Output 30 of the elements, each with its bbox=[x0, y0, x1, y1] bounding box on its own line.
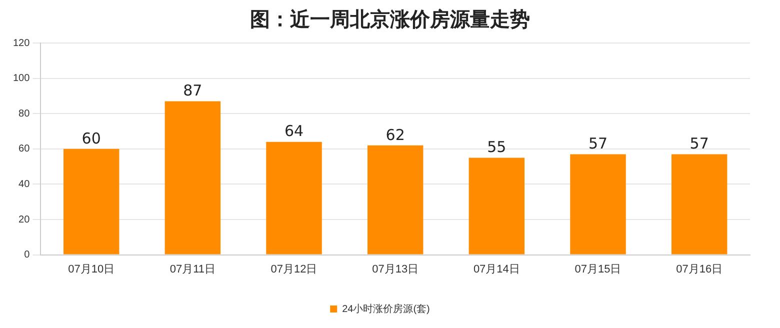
bar bbox=[63, 148, 120, 254]
y-tick-label: 60 bbox=[18, 144, 30, 155]
data-label: 60 bbox=[82, 129, 101, 148]
legend-label: 24小时涨价房源(套) bbox=[342, 302, 430, 315]
x-tick-label: 07月13日 bbox=[372, 263, 419, 276]
x-tick-label: 07月12日 bbox=[270, 263, 318, 276]
data-label: 64 bbox=[284, 122, 304, 140]
y-tick-label: 100 bbox=[12, 73, 30, 84]
x-tick-label: 07月10日 bbox=[68, 263, 115, 276]
y-tick-label: 40 bbox=[18, 178, 30, 190]
data-label: 62 bbox=[386, 126, 405, 144]
y-tick-label: 80 bbox=[18, 108, 30, 120]
y-tick-label: 20 bbox=[18, 214, 30, 226]
bar bbox=[367, 145, 424, 254]
data-label: 55 bbox=[487, 138, 506, 156]
x-tick-label: 07月14日 bbox=[473, 263, 520, 276]
bar bbox=[164, 101, 221, 254]
y-tick-label: 0 bbox=[24, 250, 30, 261]
data-label: 57 bbox=[690, 134, 709, 153]
bar bbox=[671, 154, 728, 254]
bar bbox=[266, 142, 322, 254]
bar bbox=[468, 158, 525, 254]
y-tick-label: 120 bbox=[12, 38, 30, 49]
x-tick-label: 07月11日 bbox=[170, 263, 216, 276]
x-tick-label: 07月15日 bbox=[574, 263, 622, 276]
bar bbox=[570, 154, 626, 254]
x-tick-label: 07月16日 bbox=[676, 263, 723, 276]
data-label: 57 bbox=[588, 134, 608, 153]
data-label: 87 bbox=[183, 82, 202, 100]
chart-title: 图：近一周北京涨价房源量走势 bbox=[249, 6, 531, 33]
